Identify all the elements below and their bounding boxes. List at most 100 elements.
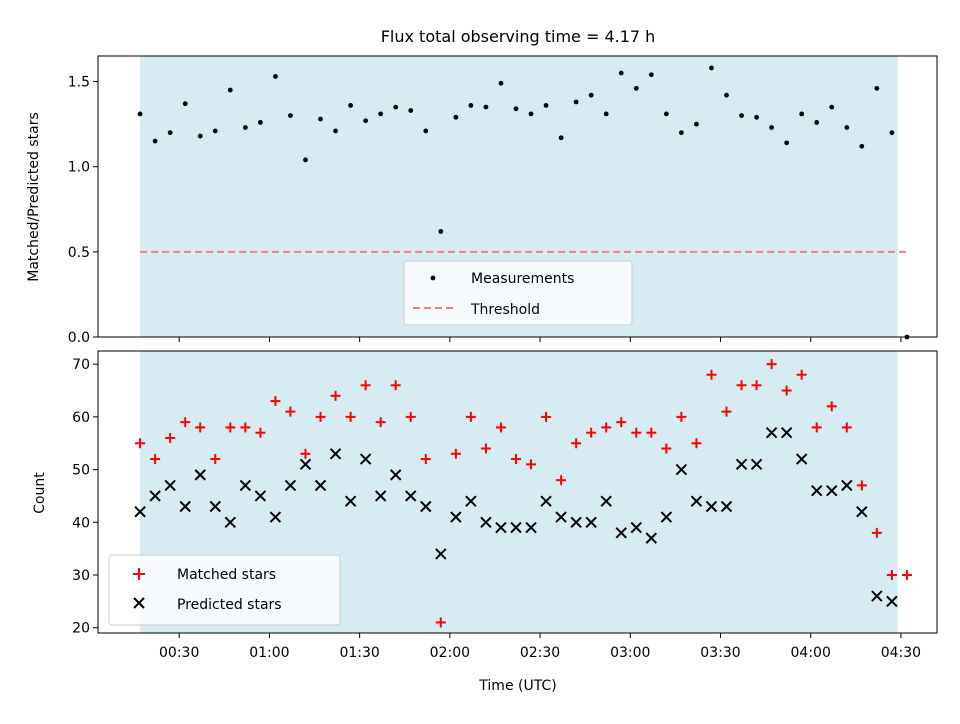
measurement-point <box>844 125 850 130</box>
predicted-star-point <box>164 479 176 492</box>
predicted-star-point <box>314 479 327 492</box>
predicted-star-point <box>856 506 868 518</box>
ratio-y-tick-label: 1.5 <box>68 75 90 91</box>
measurement-point <box>694 121 699 127</box>
measurement-point <box>483 104 489 110</box>
predicted-star-point <box>374 490 387 502</box>
matched-star-point <box>315 411 326 422</box>
predicted-star-point <box>765 426 778 439</box>
predicted-star-point <box>705 500 718 513</box>
predicted-star-point <box>254 490 267 502</box>
predicted-star-point <box>675 463 688 476</box>
predicted-star-point <box>329 448 342 460</box>
measurement-points <box>137 65 910 340</box>
matched-star-point <box>225 422 236 433</box>
measurement-point <box>378 111 384 117</box>
measurement-point <box>363 118 369 124</box>
matched-star-point <box>345 411 356 422</box>
predicted-star-point <box>344 495 357 507</box>
measurement-point <box>152 138 158 144</box>
matched-star-point <box>526 459 537 470</box>
ratio-y-tick-label: 0.0 <box>68 330 90 346</box>
measurement-point <box>137 111 143 117</box>
predicted-star-point <box>510 521 522 534</box>
measurement-point <box>528 111 534 117</box>
predicted-star-point <box>209 500 221 513</box>
ratio-panel: 0.0 0.5 1.0 1.5 Matched/Predicted stars Mea… <box>26 55 938 346</box>
predicted-star-point <box>390 469 402 481</box>
ratio-y-tick-label: 0.5 <box>68 245 90 261</box>
matched-star-point <box>661 443 672 454</box>
measurement-point <box>348 102 354 108</box>
predicted-star-point <box>450 511 462 523</box>
count-x-tick-label: 01:00 <box>249 645 289 661</box>
matched-star-point <box>766 359 777 370</box>
matched-star-point <box>586 427 597 438</box>
matched-star-point <box>375 417 386 428</box>
matched-star-point <box>781 385 792 396</box>
ratio-y-axis-label: Matched/Predicted stars <box>26 112 42 282</box>
matched-star-point <box>495 422 506 433</box>
count-y-tick-label: 40 <box>72 515 90 531</box>
measurement-point <box>889 130 895 136</box>
count-x-tick-label: 02:00 <box>430 645 470 661</box>
count-y-tick-label: 70 <box>72 357 90 373</box>
measurement-point <box>393 104 399 110</box>
count-legend-box <box>108 554 341 626</box>
count-y-tick-label: 50 <box>72 463 90 479</box>
measurement-legend-label: Measurements <box>471 271 574 287</box>
matched-star-point <box>601 422 612 433</box>
measurement-point <box>197 133 203 139</box>
matched-star-point <box>420 454 431 465</box>
count-y-tick-label: 30 <box>72 568 90 584</box>
matched-star-point <box>616 417 627 428</box>
predicted-star-point <box>841 479 853 492</box>
predicted-star-point <box>750 458 763 471</box>
matched-star-point <box>390 380 401 391</box>
measurement-point <box>784 140 790 146</box>
count-y-axis-label: Count <box>32 472 48 514</box>
ratio-y-ticks: 0.0 0.5 1.0 1.5 <box>68 75 98 346</box>
matched-star-point <box>240 422 251 433</box>
measurement-point <box>453 114 459 120</box>
measurement-point <box>438 229 444 234</box>
measurement-point <box>257 120 263 125</box>
count-x-tick-label: 04:30 <box>881 645 921 661</box>
predicted-star-point <box>795 453 808 465</box>
matched-star-point <box>135 438 146 449</box>
count-y-ticks: 20 30 40 50 60 70 <box>72 357 98 637</box>
measurement-point <box>829 104 835 110</box>
measurement-point <box>273 74 278 79</box>
predicted-star-point <box>420 500 432 513</box>
measurement-point <box>618 70 624 76</box>
count-legend: Matched stars Predicted stars <box>108 554 341 626</box>
predicted-star-point <box>465 495 477 507</box>
measurement-point <box>709 65 714 71</box>
measurement-point <box>303 157 308 163</box>
matched-star-point <box>796 369 807 380</box>
predicted-star-point <box>585 516 597 529</box>
predicted-star-point <box>359 453 372 465</box>
measurement-point <box>754 114 759 120</box>
count-y-tick-label: 60 <box>72 410 90 426</box>
predicted-legend-marker <box>133 597 145 609</box>
measurement-point <box>423 128 429 134</box>
measurement-point <box>588 92 594 98</box>
predicted-star-point <box>735 458 748 471</box>
measurement-point <box>724 92 729 98</box>
predicted-star-point <box>149 490 161 502</box>
matched-star-point <box>150 454 161 465</box>
predicted-star-point <box>615 527 627 539</box>
measurement-point <box>874 85 880 91</box>
measurement-point <box>182 101 188 107</box>
measurement-point <box>543 102 549 108</box>
measurement-point <box>648 72 654 78</box>
predicted-star-point <box>690 495 703 507</box>
predicted-star-point <box>299 458 312 471</box>
measurement-legend-marker <box>430 275 436 281</box>
threshold-legend-label: Threshold <box>470 302 540 318</box>
predicted-star-point <box>194 469 206 481</box>
ratio-x-ticks <box>178 337 902 342</box>
predicted-star-point <box>826 484 838 497</box>
matched-star-point <box>165 432 176 443</box>
